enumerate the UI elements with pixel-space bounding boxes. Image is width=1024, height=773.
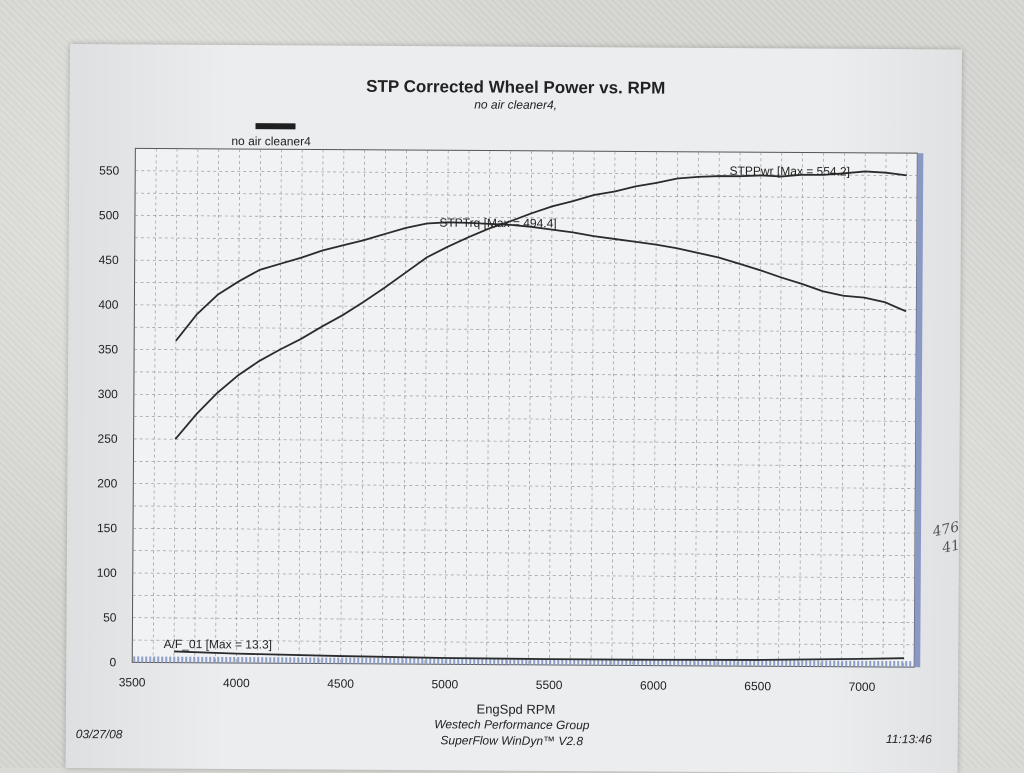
dyno-chart: STP Corrected Wheel Power vs. RPM no air…	[66, 44, 962, 773]
footer-company: Westech Performance Group	[434, 717, 590, 732]
footer-time: 11:13:46	[886, 732, 932, 746]
x-tick-label: 5500	[536, 678, 563, 692]
y-tick-label: 550	[99, 164, 119, 178]
y-tick-label: 450	[99, 253, 119, 267]
y-tick-label: 500	[99, 208, 119, 222]
y-tick-label: 300	[98, 387, 118, 401]
series-label-0: STPPwr [Max = 554.2]	[730, 164, 850, 179]
x-axis-label: EngSpd RPM	[477, 701, 556, 716]
handwritten-note: 476 TQ 411 HP	[930, 513, 962, 558]
y-tick-label: 250	[98, 432, 118, 446]
y-tick-label: 150	[97, 521, 117, 535]
series-label-2: A/F_01 [Max = 13.3]	[164, 637, 272, 652]
legend-label: no air cleaner4	[231, 134, 311, 148]
y-tick-label: 0	[109, 655, 116, 669]
x-tick-label: 5000	[432, 677, 459, 691]
y-tick-label: 400	[98, 298, 118, 312]
dyno-printout: STP Corrected Wheel Power vs. RPM no air…	[66, 44, 962, 773]
chart-subtitle: no air cleaner4,	[474, 97, 557, 112]
y-tick-label: 50	[103, 611, 117, 625]
x-tick-label: 3500	[119, 675, 146, 689]
handwritten-torque: 476 TQ	[930, 514, 962, 540]
x-tick-label: 6500	[744, 679, 771, 693]
footer-date: 03/27/08	[76, 727, 123, 741]
y-tick-label: 100	[97, 566, 117, 580]
footer-software: SuperFlow WinDyn™ V2.8	[440, 733, 583, 748]
x-tick-label: 4000	[223, 676, 250, 690]
legend-swatch	[255, 123, 295, 129]
y-tick-label: 350	[98, 342, 118, 356]
chart-title: STP Corrected Wheel Power vs. RPM	[366, 77, 665, 98]
x-tick-label: 4500	[327, 677, 354, 691]
series-label-1: STPTrq [Max = 494.4]	[439, 216, 556, 231]
y-tick-label: 200	[97, 476, 117, 490]
x-tick-label: 7000	[849, 680, 876, 694]
x-tick-label: 6000	[640, 678, 667, 692]
